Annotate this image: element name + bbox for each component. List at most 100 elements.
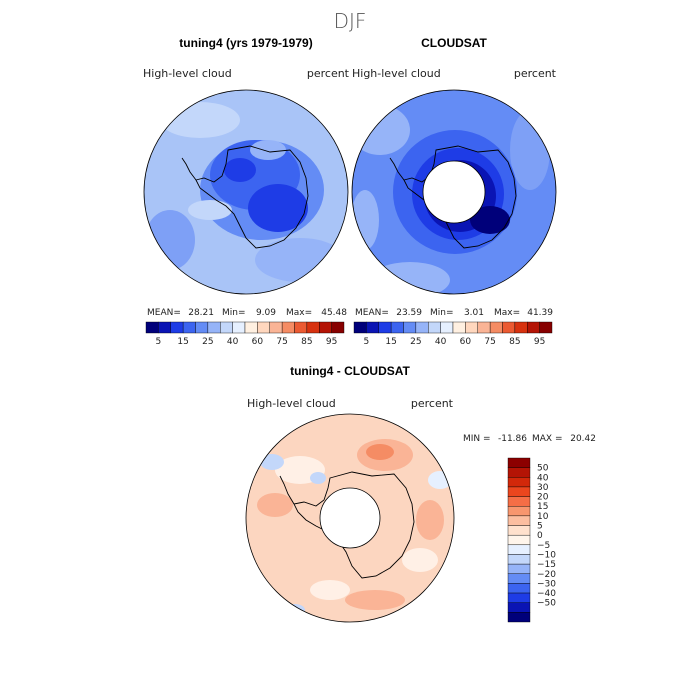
colorbar-swatch <box>507 525 531 536</box>
colorbar-swatch <box>507 602 531 613</box>
panel-title: CLOUDSAT <box>421 36 487 50</box>
polar-gap <box>319 487 381 549</box>
colorbar: 5 15 25 40 60 75 85 95 <box>353 321 553 347</box>
map-blob <box>310 472 326 484</box>
map-blob <box>428 471 452 489</box>
map-blob <box>310 580 350 600</box>
max-label: MAX = <box>532 434 563 444</box>
antarctica-coastline <box>279 471 415 579</box>
colorbar-swatch <box>440 321 454 334</box>
colorbar-tick-label: 75 <box>484 337 495 347</box>
colorbar-swatch <box>244 321 258 334</box>
map-blob <box>470 206 510 234</box>
colorbar-tick-label: 40 <box>435 337 447 347</box>
variable-label: High-level cloud <box>143 67 232 80</box>
colorbar-swatch <box>269 321 283 334</box>
colorbar-tick-label: 25 <box>410 337 421 347</box>
antarctica-coastline <box>389 145 517 249</box>
min-label: Min= <box>222 308 246 318</box>
colorbar-tick-label: 5 <box>156 337 162 347</box>
colorbar-swatch <box>507 544 531 555</box>
panel-difference: tuning4 - CLOUDSAT High-level cloud perc… <box>245 364 596 623</box>
colorbar-swatch <box>257 321 270 334</box>
colorbar-swatch <box>507 592 531 603</box>
colorbar: 5 15 25 40 60 75 85 95 <box>145 321 345 347</box>
colorbar-tick-label: 20 <box>537 493 549 503</box>
colorbar-swatch <box>507 486 531 497</box>
colorbar-swatch <box>158 321 171 334</box>
colorbar-swatch <box>507 534 531 546</box>
mean-value: 28.21 <box>188 308 214 318</box>
map-boundary <box>245 413 455 623</box>
colorbar-tick-label: 25 <box>202 337 213 347</box>
colorbar-swatch <box>319 321 332 334</box>
colorbar-tick-label: 10 <box>537 512 549 522</box>
colorbar-swatch <box>507 563 531 574</box>
colorbar-swatch <box>507 477 531 488</box>
colorbar-tick-label: 40 <box>537 473 549 483</box>
colorbar-tick-label: 0 <box>537 531 543 541</box>
colorbar-swatch <box>390 321 404 334</box>
colorbar-swatch <box>507 583 531 594</box>
panel-observation: CLOUDSAT High-level cloud percent MEAN= … <box>351 36 557 347</box>
map-blob <box>255 238 345 282</box>
colorbar-tick-label: 15 <box>537 502 548 512</box>
colorbar-swatch <box>539 321 553 334</box>
colorbar-swatch <box>428 321 441 334</box>
colorbar-tick-label: 75 <box>276 337 287 347</box>
colorbar-swatch <box>281 321 295 334</box>
colorbar-swatch <box>145 321 159 334</box>
colorbar-swatch <box>507 506 531 517</box>
min-value: -11.86 <box>498 434 527 444</box>
colorbar-tick-label: 15 <box>385 337 396 347</box>
colorbar-tick-label: 5 <box>364 337 370 347</box>
colorbar-tick-label: 50 <box>537 464 549 474</box>
colorbar-swatch <box>170 321 184 334</box>
colorbar-swatch <box>507 554 531 565</box>
colorbar-swatch <box>489 321 503 334</box>
colorbar-tick-label: 95 <box>534 337 545 347</box>
colorbar-tick-label: −50 <box>537 599 556 609</box>
colorbar-tick-label: 60 <box>252 337 264 347</box>
map-boundary <box>143 89 349 295</box>
colorbar-swatch <box>527 321 540 334</box>
map-blob <box>416 500 444 540</box>
colorbar-swatch <box>507 612 531 623</box>
map-blob <box>160 102 240 138</box>
min-value: 3.01 <box>464 308 484 318</box>
map-blob <box>260 454 284 470</box>
min-label: Min= <box>430 308 454 318</box>
colorbar-swatch <box>294 321 308 334</box>
colorbar-swatch <box>195 321 209 334</box>
colorbar-tick-label: 85 <box>509 337 520 347</box>
colorbar-swatch <box>378 321 392 334</box>
map-blob <box>257 493 293 517</box>
map-blob <box>145 210 195 270</box>
colorbar-tick-label: −30 <box>537 579 556 589</box>
map-blob <box>352 190 379 250</box>
panel-title: tuning4 (yrs 1979-1979) <box>179 36 312 50</box>
mean-value: 23.59 <box>396 308 422 318</box>
colorbar-swatch <box>182 321 196 334</box>
colorbar-tick-label: 60 <box>460 337 472 347</box>
colorbar-tick-label: −20 <box>537 570 556 580</box>
antarctica-coastline <box>181 145 309 249</box>
map-blob <box>366 444 394 460</box>
map-field <box>144 90 348 294</box>
panel-title: tuning4 - CLOUDSAT <box>290 364 410 378</box>
panel-model: tuning4 (yrs 1979-1979) High-level cloud… <box>143 36 350 347</box>
season-title: DJF <box>334 9 367 33</box>
colorbar-swatch <box>232 321 246 334</box>
max-value: 45.48 <box>321 308 347 318</box>
colorbar-tick-label: 30 <box>537 483 549 493</box>
colorbar-tick-label: 40 <box>227 337 239 347</box>
colorbar-swatch <box>452 321 466 334</box>
mean-label: MEAN= <box>147 308 181 318</box>
polar-gap <box>422 160 486 224</box>
colorbar-tick-label: 95 <box>326 337 337 347</box>
colorbar-swatch <box>306 321 320 334</box>
colorbar-tick-label: 15 <box>177 337 188 347</box>
colorbar-swatch <box>507 457 531 468</box>
max-label: Max= <box>286 308 312 318</box>
